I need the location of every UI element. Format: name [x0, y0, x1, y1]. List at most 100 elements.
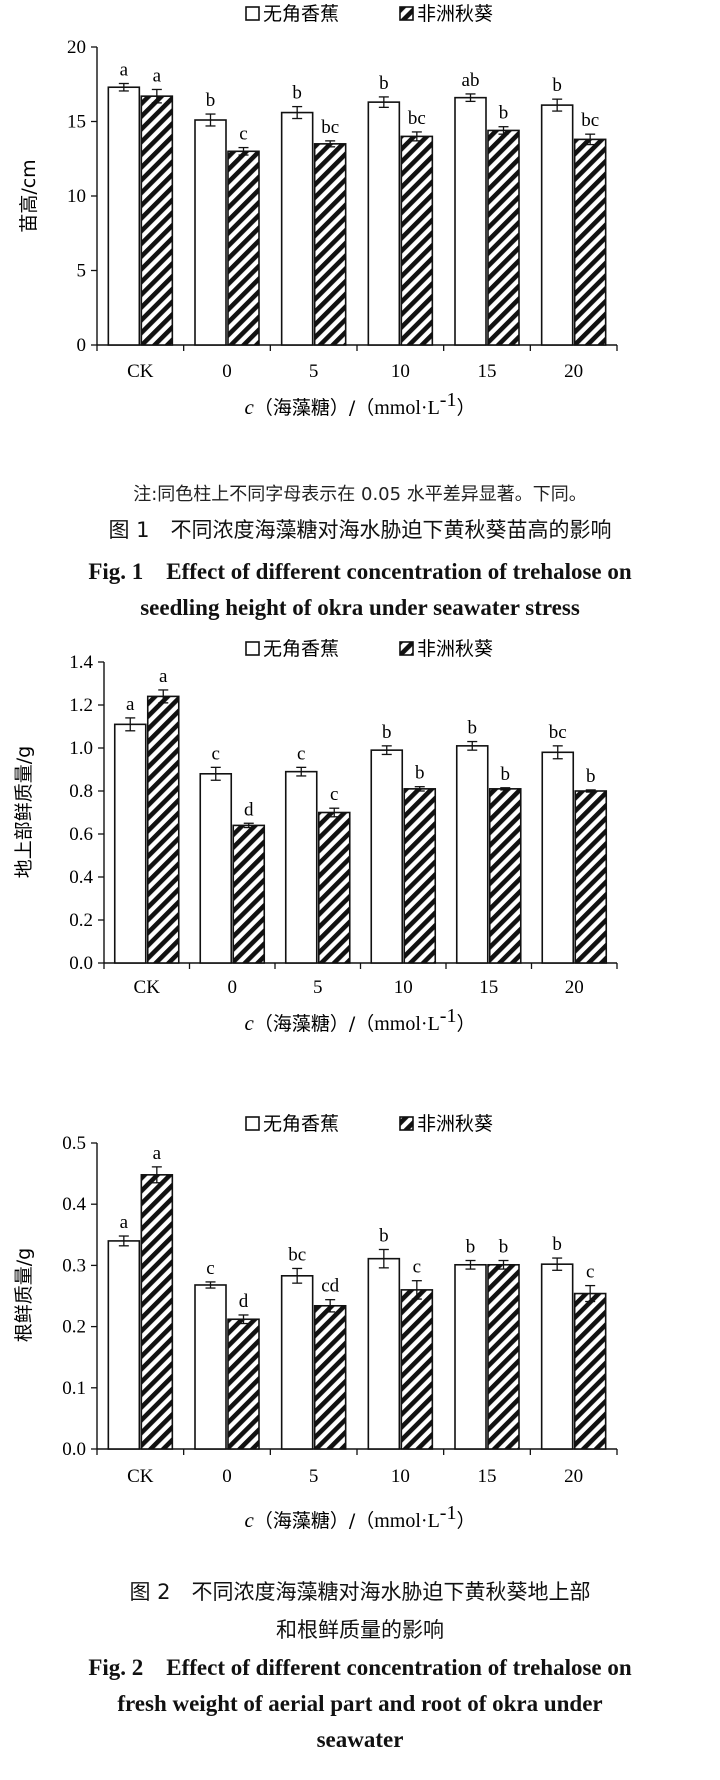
bar-series2 — [487, 1263, 520, 1450]
legend: 无角香蕉 非洲秋葵 — [245, 638, 493, 660]
bar-series1 — [284, 770, 318, 964]
x-label-var: c — [245, 1011, 255, 1035]
x-tick-label: CK — [127, 1466, 154, 1487]
significance-letter: a — [120, 60, 129, 81]
y-axis-label: 根鲜质量/g — [13, 1248, 35, 1342]
legend-swatch-series1 — [245, 6, 260, 21]
fig2-title-en-line1: Fig. 2 Effect of different concentration… — [88, 1655, 632, 1680]
significance-letter: b — [552, 75, 562, 96]
fig1-title-en-line2: seedling height of okra under seawater s… — [140, 595, 580, 620]
significance-letter: c — [586, 1262, 594, 1283]
significance-letter: b — [499, 103, 509, 124]
x-tick-label: 15 — [478, 361, 497, 382]
significance-letter: b — [292, 83, 302, 104]
significance-letter: b — [206, 90, 216, 111]
bar-series1 — [194, 1284, 227, 1450]
bar-series1 — [107, 1240, 141, 1450]
legend: 无角香蕉 非洲秋葵 — [245, 3, 493, 25]
significance-letter: b — [415, 763, 425, 784]
y-tick-label: 0.0 — [69, 953, 93, 974]
bar-series1 — [367, 101, 401, 346]
y-tick-label: 5 — [77, 261, 87, 282]
significance-letter: a — [153, 1143, 162, 1164]
bar-series1 — [107, 86, 141, 346]
significance-letter: bc — [321, 117, 339, 138]
y-tick-label: 0.2 — [69, 910, 93, 931]
x-label-var: c — [245, 395, 255, 419]
x-tick-label: CK — [134, 977, 161, 998]
x-tick-label: 20 — [565, 977, 584, 998]
bar-series2 — [573, 138, 607, 346]
bar-series2 — [317, 811, 351, 964]
bar-series1 — [540, 104, 574, 346]
x-label-close: ） — [456, 1510, 475, 1532]
significance-letter: d — [244, 799, 254, 820]
legend: 无角香蕉 非洲秋葵 — [245, 1113, 493, 1135]
significance-letter: bc — [408, 108, 426, 129]
y-tick-label: 0 — [77, 335, 87, 356]
y-tick-label: 0.6 — [69, 824, 93, 845]
bar-series2 — [573, 1292, 607, 1450]
x-label-unit: mmol·L — [374, 1013, 440, 1035]
x-tick-label: 20 — [564, 361, 583, 382]
bar-series1 — [113, 723, 147, 964]
y-tick-label: 0.0 — [62, 1439, 86, 1460]
legend-swatch-series2 — [399, 641, 414, 656]
bar-series2 — [400, 135, 434, 346]
y-tick-label: 0.4 — [62, 1194, 86, 1215]
significance-letter: d — [239, 1291, 249, 1312]
bar-series1 — [541, 751, 575, 964]
significance-letter: cd — [321, 1276, 339, 1297]
y-tick-label: 10 — [67, 186, 86, 207]
bar-series2 — [227, 1318, 260, 1450]
significance-letter: c — [297, 743, 305, 764]
significance-letter: a — [153, 65, 162, 86]
x-label-unit: mmol·L — [374, 397, 440, 419]
bar-series1 — [370, 749, 404, 964]
x-tick-label: 15 — [479, 977, 498, 998]
bar-series1 — [194, 119, 227, 346]
x-tick-label: 10 — [391, 1466, 410, 1487]
x-label-close: ） — [456, 1013, 475, 1035]
bar-series2 — [313, 143, 347, 346]
bar-series2 — [574, 790, 608, 964]
bar-series2 — [146, 695, 180, 964]
legend-swatch-series1 — [245, 641, 260, 656]
bar-series1 — [367, 1257, 401, 1450]
significance-letter: b — [586, 766, 596, 787]
fig2-title-en-line3: seawater — [316, 1727, 404, 1752]
bar-series2 — [140, 95, 174, 346]
significance-letter: b — [379, 1225, 389, 1246]
significance-letter: a — [159, 666, 168, 687]
x-tick-label: 5 — [313, 977, 323, 998]
legend-label-series2: 非洲秋葵 — [417, 1113, 493, 1135]
fig1-title-cn: 图 1 不同浓度海藻糖对海水胁迫下黄秋葵苗高的影响 — [108, 518, 612, 542]
x-tick-label: 0 — [222, 1466, 232, 1487]
significance-letter: b — [466, 1237, 476, 1258]
y-tick-label: 0.1 — [62, 1378, 86, 1399]
bar-series2 — [400, 1289, 434, 1450]
x-axis-label: c（海藻糖）/（mmol·L-1） — [245, 1005, 476, 1035]
y-axis-label: 地上部鲜质量/g — [13, 746, 35, 878]
legend-label-series2: 非洲秋葵 — [417, 638, 493, 660]
significance-letter: c — [330, 784, 338, 805]
x-label-sup: -1 — [440, 389, 457, 411]
x-tick-label: CK — [127, 361, 154, 382]
x-tick-label: 0 — [228, 977, 238, 998]
significance-letter: b — [501, 764, 511, 785]
bar-series1 — [455, 745, 489, 964]
x-tick-label: 20 — [564, 1466, 583, 1487]
x-tick-label: 5 — [309, 1466, 319, 1487]
x-label-unit: mmol·L — [374, 1510, 440, 1532]
aerial-fresh-weight-chart: 无角香蕉 非洲秋葵0.00.20.40.60.81.01.21.4CKaa0cd5… — [13, 638, 618, 1035]
x-axis-label: c（海藻糖）/（mmol·L-1） — [245, 1502, 476, 1532]
bar-series2 — [227, 150, 260, 346]
significance-letter: c — [239, 124, 247, 145]
significance-letter: a — [120, 1212, 129, 1233]
x-label-cn: （海藻糖）/（ — [254, 397, 374, 419]
y-tick-label: 20 — [67, 37, 86, 58]
x-tick-label: 10 — [391, 361, 410, 382]
x-label-cn: （海藻糖）/（ — [254, 1510, 374, 1532]
significance-letter: a — [126, 694, 135, 715]
legend-label-series1: 无角香蕉 — [263, 638, 339, 660]
